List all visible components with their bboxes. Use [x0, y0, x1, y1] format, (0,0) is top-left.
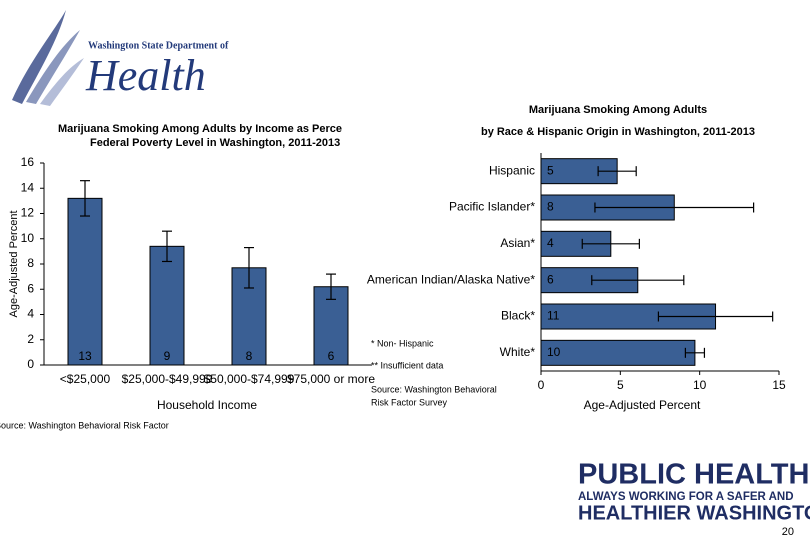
y-tick-label: American Indian/Alaska Native*	[367, 272, 535, 286]
x-axis-label: Household Income	[157, 398, 257, 412]
y-tick-label: 6	[27, 281, 34, 295]
y-tick-label: Pacific Islander*	[449, 200, 535, 214]
chart-title: Federal Poverty Level in Washington, 201…	[90, 137, 340, 149]
logo-line: ALWAYS WORKING FOR A SAFER AND	[578, 491, 794, 503]
y-tick-label: 0	[27, 357, 34, 371]
logo-wsdoh: Washington State Department of Health	[12, 10, 229, 106]
chart-title: Marijuana Smoking Among Adults	[529, 104, 707, 116]
x-tick-label: 15	[772, 378, 786, 392]
bar	[67, 197, 103, 366]
logo-swoosh	[26, 30, 80, 104]
x-tick-label: 10	[693, 378, 707, 392]
logo-line: HEALTHIER WASHINGTON	[578, 502, 810, 524]
logo-big-text: Health	[85, 51, 206, 100]
y-tick-label: 8	[27, 256, 34, 270]
y-tick-label: Asian*	[500, 236, 535, 250]
y-axis-label: Age-Adjusted Percent	[8, 210, 20, 317]
logo-line: PUBLIC HEALTH	[578, 459, 809, 491]
y-tick-label: White*	[500, 345, 536, 359]
x-axis-label: Age-Adjusted Percent	[584, 398, 701, 412]
data-label: 11	[547, 309, 560, 323]
data-label: 8	[547, 200, 554, 214]
data-label: 6	[328, 349, 335, 363]
data-label: 13	[78, 349, 92, 363]
y-tick-label: 12	[21, 206, 35, 220]
data-label: 6	[547, 272, 554, 286]
x-tick-label: 0	[538, 378, 545, 392]
y-tick-label: 16	[21, 155, 35, 169]
bar	[149, 245, 185, 366]
y-tick-label: 4	[27, 307, 34, 321]
page-number: 20	[782, 526, 794, 538]
source: Risk Factor Survey	[371, 397, 448, 407]
y-tick-label: 2	[27, 332, 34, 346]
logo-small-text: Washington State Department of	[88, 40, 229, 51]
x-tick-label: $25,000-$49,999	[122, 372, 213, 386]
x-tick-label: 5	[617, 378, 624, 392]
x-tick-label: $75,000 or more	[287, 372, 375, 386]
logo-swoosh	[12, 10, 66, 104]
chart-title: Marijuana Smoking Among Adults by Income…	[58, 123, 342, 135]
logo-public-health: PUBLIC HEALTH ALWAYS WORKING FOR A SAFER…	[578, 459, 810, 525]
y-tick-label: Black*	[501, 309, 535, 323]
y-tick-label: Hispanic	[489, 163, 535, 177]
source: Source: Washington Behavioral Risk Facto…	[0, 420, 169, 430]
data-label: 8	[246, 349, 253, 363]
chart-title: by Race & Hispanic Origin in Washington,…	[481, 126, 755, 138]
y-tick-label: 10	[21, 231, 35, 245]
data-label: 9	[164, 349, 171, 363]
data-label: 4	[547, 236, 554, 250]
bar	[540, 339, 696, 366]
note: ** Insufficient data	[371, 360, 443, 370]
data-label: 10	[547, 345, 561, 359]
x-tick-label: <$25,000	[60, 372, 111, 386]
data-label: 5	[547, 163, 554, 177]
logo-swoosh	[40, 58, 84, 106]
y-tick-label: 14	[21, 180, 35, 194]
x-tick-label: $50,000-$74,999	[204, 372, 295, 386]
source: Source: Washington Behavioral	[371, 384, 497, 394]
note: * Non- Hispanic	[371, 338, 434, 348]
